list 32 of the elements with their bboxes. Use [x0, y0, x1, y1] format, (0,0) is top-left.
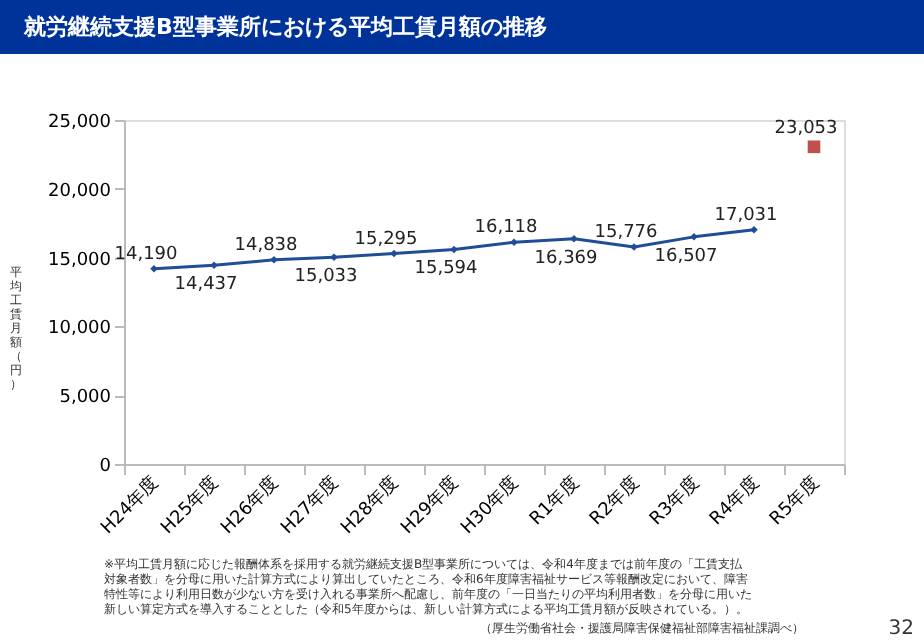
y-tick-label: 20,000	[48, 181, 112, 202]
x-tick-label: R1年度	[525, 471, 584, 530]
y-tick-label: 25,000	[48, 113, 112, 133]
y-tick-label: 5,000	[59, 388, 112, 409]
data-label: 16,118	[474, 218, 539, 239]
data-label: 15,033	[294, 267, 358, 288]
point	[150, 265, 158, 273]
data-label: 16,507	[654, 246, 718, 267]
data-label: 23,053	[774, 118, 838, 139]
y-tick-label: 10,000	[48, 319, 112, 340]
x-tick-label: R3年度	[645, 471, 704, 530]
data-label: 16,369	[534, 248, 599, 269]
point	[570, 235, 578, 243]
data-label: 14,437	[174, 275, 238, 296]
data-label: 15,594	[414, 259, 479, 280]
y-tick-label: 15,000	[48, 250, 112, 271]
y-tick-label: 0	[99, 457, 112, 477]
x-tick-label: R5年度	[765, 471, 824, 530]
point	[390, 249, 398, 258]
text: 32	[888, 618, 914, 640]
data-label: 15,295	[354, 229, 418, 250]
data-label: 14,190	[114, 244, 179, 265]
chart-title: 就労継続支援B型事業所における平均工賃月額の推移	[22, 14, 547, 40]
data-label: 15,776	[594, 222, 659, 243]
point	[750, 225, 758, 234]
point	[450, 245, 458, 254]
data-label: 17,031	[714, 205, 778, 226]
x-tick-label: R4年度	[705, 471, 764, 530]
x-tick-label: R2年度	[585, 471, 644, 530]
data-label: 14,838	[234, 235, 299, 256]
point	[807, 140, 821, 154]
point	[210, 261, 218, 270]
